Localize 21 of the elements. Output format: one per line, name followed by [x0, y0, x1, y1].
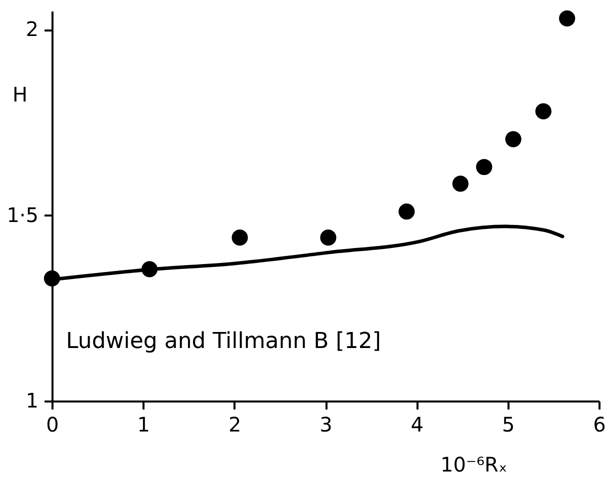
y-axis-title: H	[12, 82, 28, 106]
annotation: Ludwieg and Tillmann B [12]	[66, 329, 381, 354]
y-tick-label: 2	[26, 17, 38, 42]
point	[505, 131, 522, 148]
x-tick-label: 1	[137, 412, 150, 436]
x-tick-label: 2	[228, 412, 242, 436]
point	[398, 204, 415, 220]
point	[320, 230, 336, 246]
x-tick-label: 5	[502, 412, 515, 436]
point	[232, 230, 248, 246]
x-tick-label: 0	[46, 412, 59, 436]
x-axis-title: 10⁻⁶Rₓ	[440, 452, 508, 476]
point	[452, 176, 468, 192]
x-tick-label: 3	[320, 412, 332, 436]
y-tick-label: 1	[26, 388, 38, 412]
point	[559, 10, 576, 26]
point	[476, 158, 492, 176]
x-tick-label: 4	[410, 412, 424, 436]
x-tick-label: 6	[593, 412, 606, 436]
y-tick-label: 1·5	[6, 202, 38, 227]
point	[535, 103, 552, 120]
